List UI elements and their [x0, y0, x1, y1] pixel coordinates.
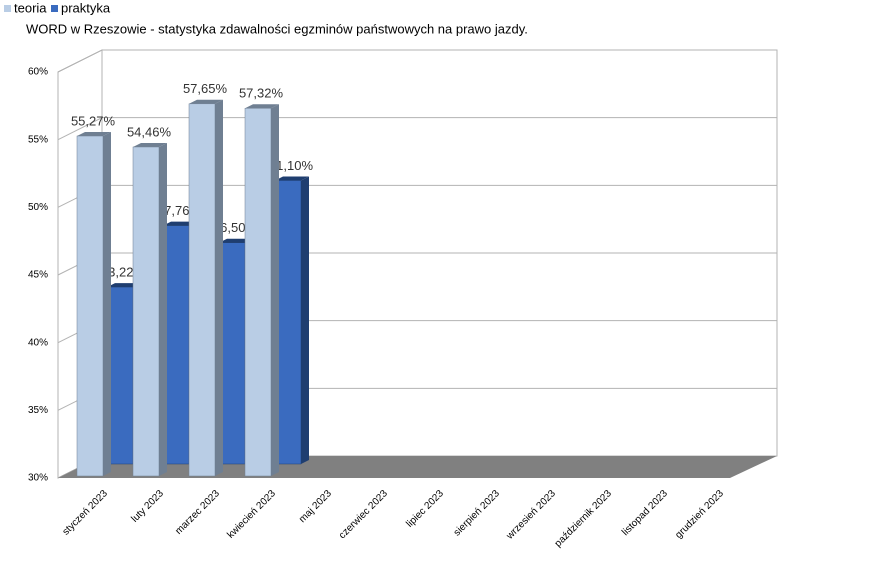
bar-top [163, 221, 197, 226]
x-tick-label: marzec 2023 [173, 488, 222, 537]
bar [76, 135, 104, 477]
bar [244, 108, 272, 477]
y-tick-label: 40% [28, 337, 48, 348]
y-tick-label: 60% [28, 67, 48, 78]
x-tick-label: sierpień 2023 [452, 488, 503, 539]
x-tick-label: listopad 2023 [620, 488, 670, 538]
bar-top [77, 132, 111, 137]
x-tick-label: kwiecień 2023 [225, 488, 278, 541]
bar-top [245, 104, 279, 109]
bar-side [215, 99, 223, 476]
grid-line [57, 117, 777, 141]
legend-swatch [4, 5, 11, 12]
bar-top [189, 99, 223, 104]
x-tick-label: październik 2023 [553, 488, 615, 550]
legend-swatch [51, 5, 58, 12]
value-label: 57,32% [239, 86, 284, 101]
value-label: 54,46% [127, 124, 172, 139]
bar-side [103, 132, 111, 476]
bar-side [271, 104, 279, 476]
x-tick-label: czerwiec 2023 [337, 488, 390, 541]
bar-side [159, 142, 167, 476]
legend-label: teoria [14, 0, 47, 15]
bar-top [219, 238, 253, 243]
value-label: 51,10% [269, 158, 314, 173]
x-tick-label: grudzień 2023 [673, 488, 726, 541]
x-tick-label: styczeń 2023 [61, 488, 111, 538]
y-tick-label: 30% [28, 473, 48, 484]
y-tick-label: 35% [28, 405, 48, 416]
x-tick-label: lipiec 2023 [404, 488, 446, 530]
bar [188, 103, 216, 477]
bar [106, 286, 134, 465]
legend-label: praktyka [61, 0, 111, 15]
bar-top [107, 283, 141, 288]
y-tick-label: 50% [28, 202, 48, 213]
y-tick-label: 45% [28, 270, 48, 281]
value-label: 55,27% [71, 113, 116, 128]
bar-top [133, 142, 167, 147]
x-tick-label: maj 2023 [297, 488, 334, 525]
x-tick-label: wrzesień 2023 [504, 488, 558, 542]
y-tick-label: 55% [28, 134, 48, 145]
chart-title: WORD w Rzeszowie - statystyka zdawalnośc… [26, 21, 528, 36]
x-tick-label: luty 2023 [130, 488, 167, 525]
value-label: 57,65% [183, 81, 228, 96]
bar [132, 146, 160, 477]
bar [218, 242, 246, 465]
bar [162, 225, 190, 465]
bar-top [275, 176, 309, 181]
bar-side [301, 176, 309, 465]
grid-line [57, 49, 777, 73]
